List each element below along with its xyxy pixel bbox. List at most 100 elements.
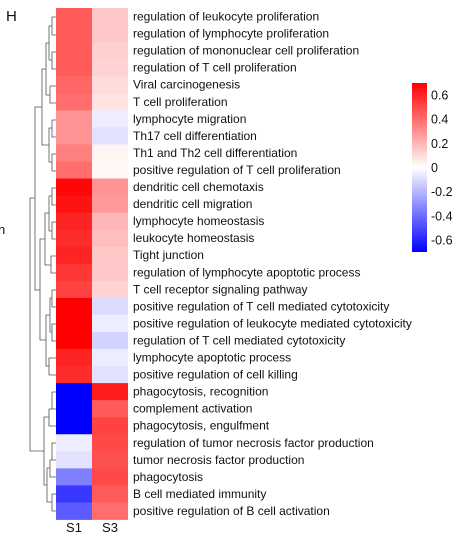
heatmap-cell [92, 127, 128, 145]
row-label: phagocytosis, engulfment [133, 419, 270, 433]
heatmap-cell [56, 451, 92, 469]
heatmap-cells [56, 8, 128, 520]
row-label: positive regulation of cell killing [133, 368, 298, 382]
heatmap-cell [56, 246, 92, 265]
heatmap-cell [92, 59, 128, 77]
column-label: S3 [102, 520, 118, 535]
heatmap-cell [92, 297, 128, 316]
legend-tick-label: -0.6 [431, 233, 453, 247]
heatmap-cell [56, 400, 92, 418]
heatmap-cell [92, 280, 128, 299]
heatmap-cell [56, 417, 92, 435]
heatmap-cell [92, 110, 128, 128]
dendrogram-branch [45, 16, 56, 104]
row-labels: regulation of leukocyte proliferation reg… [133, 10, 412, 518]
row-label: lymphocyte migration [133, 112, 246, 126]
heatmap-cell [56, 25, 92, 43]
heatmap-cell [92, 366, 128, 384]
row-label: regulation of lymphocyte apoptotic proce… [133, 265, 360, 279]
heatmap-cell [56, 127, 92, 145]
heatmap-cell [92, 178, 128, 196]
color-legend-bar [412, 83, 427, 252]
row-label: lymphocyte homeostasis [133, 214, 264, 228]
row-label: phagocytosis, recognition [133, 385, 268, 399]
heatmap-cell [56, 59, 92, 77]
heatmap-cell [56, 263, 92, 282]
heatmap-cell [92, 8, 128, 26]
heatmap-cell [92, 76, 128, 94]
heatmap-cell [56, 434, 92, 452]
heatmap-cell [56, 314, 92, 333]
row-label: Th17 cell differentiation [133, 129, 257, 143]
row-label: positive regulation of T cell proliferat… [133, 163, 341, 177]
heatmap-cell [92, 349, 128, 367]
heatmap-cell [92, 502, 128, 520]
row-label: tumor necrosis factor production [133, 453, 304, 467]
heatmap-cell [56, 468, 92, 486]
row-label: T cell proliferation [133, 95, 228, 109]
dendrogram-branch [44, 187, 56, 274]
heatmap-cell [56, 349, 92, 367]
row-label: positive regulation of B cell activation [133, 504, 330, 518]
heatmap-cell [56, 502, 92, 520]
row-label: regulation of lymphocyte proliferation [133, 27, 329, 41]
dendrogram-branch [41, 68, 56, 172]
row-label: regulation of mononuclear cell prolifera… [133, 44, 359, 58]
heatmap-cell [56, 331, 92, 350]
heatmap-cell [56, 195, 92, 213]
heatmap-cell [56, 42, 92, 60]
row-label: Th1 and Th2 cell differentiation [133, 146, 297, 160]
heatmap-cell [92, 468, 128, 486]
heatmap-cell [56, 110, 92, 128]
color-legend: 0.6 0.4 0.2 0 -0.2 -0.4 -0.6 [412, 83, 453, 252]
panel-letter: H [6, 8, 17, 25]
row-label: lymphocyte apoptotic process [133, 351, 291, 365]
row-label: dendritic cell migration [133, 197, 252, 211]
heatmap-cell [56, 212, 92, 231]
row-label: leukocyte homeostasis [133, 231, 254, 245]
heatmap-cell [56, 383, 92, 401]
heatmap-cell [92, 451, 128, 469]
legend-tick-label: 0 [431, 161, 438, 175]
heatmap-cell [56, 485, 92, 503]
heatmap-cell [56, 229, 92, 248]
heatmap-cell [56, 93, 92, 111]
heatmap-cell [92, 383, 128, 401]
column-label: S1 [66, 520, 82, 535]
heatmap-cell [56, 366, 92, 384]
row-label: B cell mediated immunity [133, 487, 266, 501]
legend-tick-label: 0.6 [431, 89, 448, 103]
side-text-fragment: n [0, 222, 6, 237]
legend-tick-label: 0.4 [431, 113, 448, 127]
heatmap-cell [92, 400, 128, 418]
heatmap-cell [56, 161, 92, 179]
row-label: Viral carcinogenesis [133, 78, 240, 92]
row-label: regulation of tumor necrosis factor prod… [133, 436, 374, 450]
heatmap-cell [92, 25, 128, 43]
heatmap-cell [56, 297, 92, 316]
heatmap-cell [92, 331, 128, 350]
row-label: positive regulation of T cell mediated c… [133, 299, 389, 313]
heatmap-cell [92, 144, 128, 162]
column-labels: S1 S3 [66, 520, 118, 535]
legend-tick-label: 0.2 [431, 137, 448, 151]
dendrogram-branch [43, 391, 56, 512]
heatmap-cell [92, 417, 128, 435]
heatmap-cell [56, 280, 92, 299]
dendrogram-branch [39, 238, 56, 376]
row-label: T cell receptor signaling pathway [133, 282, 308, 296]
heatmap-cell [56, 144, 92, 162]
dendrogram-branch [34, 106, 42, 291]
heatmap-cell [92, 485, 128, 503]
row-label: regulation of T cell mediated cytotoxici… [133, 333, 345, 347]
heatmap-cell [92, 212, 128, 231]
heatmap-cell [56, 178, 92, 196]
heatmap-cell [92, 263, 128, 282]
heatmap-cell [56, 8, 92, 26]
heatmap-cell [92, 246, 128, 265]
heatmap-cell [92, 161, 128, 179]
heatmap-cell [92, 314, 128, 333]
row-label: regulation of leukocyte proliferation [133, 10, 319, 24]
legend-tick-label: -0.2 [431, 185, 453, 199]
color-legend-ticks: 0.6 0.4 0.2 0 -0.2 -0.4 -0.6 [431, 89, 453, 248]
